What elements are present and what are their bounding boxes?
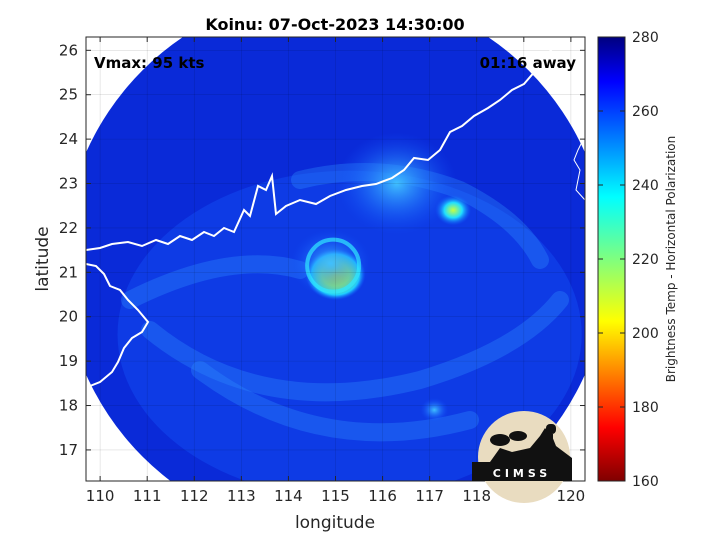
x-tick-label: 117 [415,487,444,505]
y-tick-label: 21 [59,263,78,281]
x-tick-label: 111 [133,487,162,505]
swath-inner-tone [117,170,582,481]
y-tick-label: 26 [59,41,78,59]
y-tick-label: 22 [59,219,78,237]
colorbar-label: Brightness Temp - Horizontal Polarizatio… [664,136,678,383]
colorbar-tick-label: 180 [632,400,659,416]
logo-silhouette [472,428,572,481]
y-tick-label: 24 [59,130,78,148]
coastline [86,43,557,251]
colorbar-tick-label: 260 [632,104,659,120]
y-tick-label: 23 [59,175,78,193]
colorbar-tick-label: 200 [632,326,659,342]
y-axis-label: latitude [33,226,53,291]
features [290,132,472,422]
logo-dish-2 [509,431,527,441]
logo-text: CIMSS [493,467,551,480]
x-ticks: 110111112113114115116117118119120 [86,37,585,505]
colorbar-tick-label: 280 [632,30,659,46]
y-tick-label: 19 [59,352,78,370]
rainband-arc [121,255,309,309]
y-tick-label: 20 [59,308,78,326]
coastline-east [573,135,585,201]
rainband-arc [191,361,479,442]
gridlines [86,37,585,481]
x-axis-label: longitude [295,513,375,533]
feature-rainband-south [420,398,449,422]
x-tick-label: 110 [86,487,115,505]
eyewall-ring [305,237,362,294]
feature-rainband-north [336,132,457,235]
y-ticks: 17 18 19 20 21 22 23 24 25 26 [59,41,585,459]
rainband-arc [141,291,569,402]
y-tick-label: 17 [59,441,78,459]
cimss-logo: CIMSS [472,411,572,503]
logo-water-tower [546,424,556,434]
colorbar-tick-label: 240 [632,178,659,194]
x-tick-label: 118 [462,487,491,505]
x-tick-label: 114 [274,487,303,505]
colorbar-tick-label: 160 [632,474,659,490]
colorbar-tick-label: 220 [632,252,659,268]
chart-title: Koinu: 07-Oct-2023 14:30:00 [205,15,464,34]
coastline-hainan-leizhou [86,263,150,389]
x-tick-label: 112 [180,487,209,505]
logo-dish-1 [490,434,510,446]
colorbar-ticks: 160 180 200 220 240 260 280 [598,30,659,490]
x-tick-label: 120 [557,487,586,505]
y-tick-label: 18 [59,397,78,415]
y-tick-label: 25 [59,86,78,104]
time-offset-annotation: 01:16 away [480,54,577,72]
x-tick-label: 115 [321,487,350,505]
x-tick-label: 113 [227,487,256,505]
x-tick-label: 116 [368,487,397,505]
logo-tower-leg [549,434,553,450]
vmax-annotation: Vmax: 95 kts [94,54,204,72]
swath-layer [86,37,585,481]
